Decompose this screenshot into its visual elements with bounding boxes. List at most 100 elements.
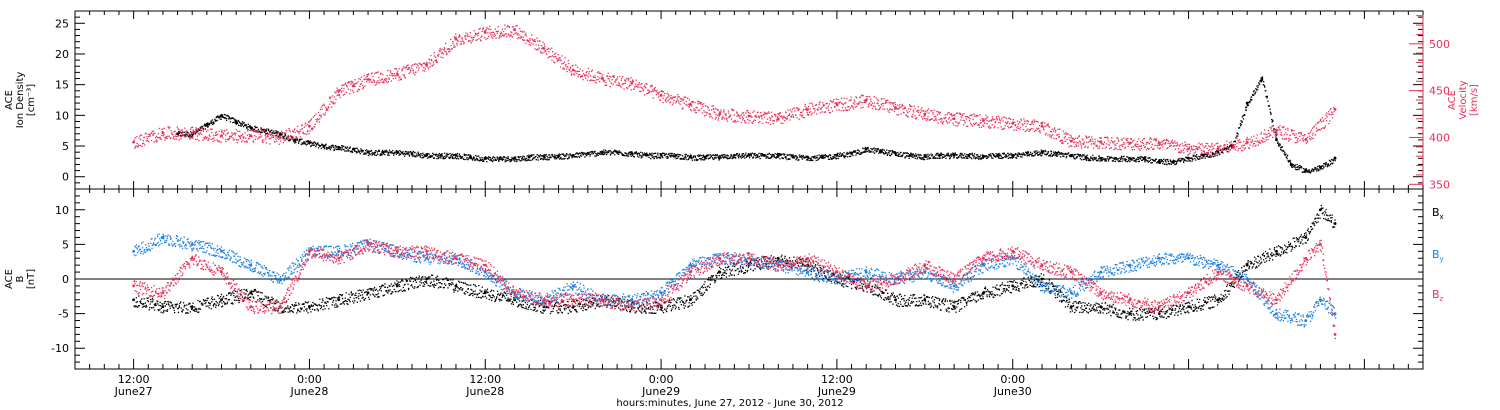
data-dot [871,107,874,110]
data-dot [766,113,768,115]
data-dot [1080,145,1082,147]
data-dot [571,155,574,157]
data-dot [873,102,876,104]
data-dot [850,152,852,154]
data-dot [212,121,215,123]
data-dot [1133,157,1136,160]
data-dot [1096,145,1098,147]
data-dot [504,156,506,158]
data-dot [698,154,700,156]
data-dot [513,157,515,159]
data-dot [1272,120,1274,122]
data-dot [684,153,686,156]
data-dot [804,156,806,158]
data-dot [260,128,262,130]
data-dot [357,151,359,153]
data-dot [725,154,727,157]
data-dot [624,82,626,84]
data-dot [1156,161,1158,164]
data-dot [511,36,514,38]
data-dot [975,156,977,159]
data-dot [558,155,560,157]
data-dot [988,120,990,123]
data-dot [307,139,309,142]
data-dot [229,117,231,120]
data-dot [958,156,960,158]
data-dot [436,155,438,157]
data-dot [866,98,868,100]
data-dot [817,109,819,111]
data-dot [225,140,227,142]
data-dot [195,131,197,133]
data-dot [1088,136,1090,138]
data-dot [1154,160,1156,162]
data-dot [302,131,304,133]
data-dot [583,73,585,75]
data-dot [690,108,692,111]
data-dot [1071,153,1073,156]
data-dot [428,58,430,60]
data-dot [956,157,958,159]
data-dot [391,72,394,75]
data-dot [741,112,743,114]
data-dot [623,88,625,90]
data-dot [615,150,617,152]
data-dot [448,157,450,160]
data-dot [1176,161,1178,163]
data-dot [986,123,988,125]
data-dot [302,142,304,144]
data-dot [1010,118,1012,121]
data-dot [1143,156,1146,158]
data-dot [1103,141,1106,143]
data-dot [760,112,762,114]
data-dot [575,152,578,154]
data-dot [1101,159,1103,162]
data-dot [525,157,528,159]
data-dot [402,74,404,76]
data-dot [233,121,235,123]
data-dot [926,158,928,160]
data-dot [955,125,957,127]
data-dot [947,155,949,157]
data-dot [978,126,981,128]
data-dot [1138,138,1140,140]
data-dot [862,147,864,149]
data-dot [611,79,613,81]
data-dot [1085,136,1087,138]
data-dot [1009,153,1011,156]
data-dot [529,154,532,157]
data-dot [1098,140,1100,142]
data-dot [187,132,189,134]
data-dot [874,106,876,108]
data-dot [360,150,362,152]
data-dot [687,155,689,157]
data-dot [194,131,196,133]
data-dot [910,152,912,154]
data-dot [871,102,874,104]
data-dot [1328,165,1330,167]
data-dot [1017,127,1020,130]
data-dot [472,156,475,158]
data-dot [506,160,508,162]
data-dot [497,26,499,28]
data-dot [810,114,812,116]
data-dot [354,150,356,152]
data-dot [1074,146,1076,148]
data-dot [1293,166,1296,168]
data-dot [845,102,847,104]
data-dot [625,152,627,155]
data-dot [495,159,497,161]
data-dot [869,96,871,98]
data-dot [487,32,489,34]
data-dot [709,154,711,156]
data-dot [192,137,194,140]
data-dot [949,158,951,160]
data-dot [224,130,226,132]
data-dot [1024,122,1026,125]
data-dot [1104,158,1106,160]
data-dot [246,126,248,129]
data-dot [579,68,581,70]
data-dot [477,33,479,35]
data-dot [545,153,547,156]
data-dot [155,135,158,137]
